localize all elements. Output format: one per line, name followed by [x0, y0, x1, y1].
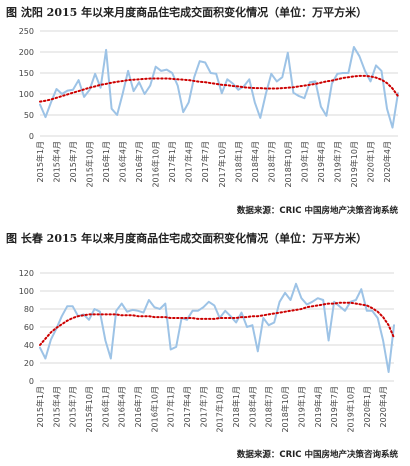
y-tick-label: 100 [19, 287, 34, 296]
x-tick-label: 2019年1月 [299, 141, 309, 182]
x-tick-label: 2017年10月 [215, 386, 225, 433]
x-tick-label: 2019年10月 [345, 386, 355, 433]
x-tick-label: 2018年1月 [231, 386, 241, 427]
x-tick-label: 2017年4月 [184, 141, 194, 182]
y-tick-label: 0 [29, 377, 34, 386]
x-tick-label: 2018年7月 [264, 386, 274, 427]
x-tick-label: 2016年7月 [133, 386, 143, 427]
x-tick-label: 2020年4月 [378, 386, 388, 427]
x-tick-label: 2016年1月 [101, 141, 111, 182]
x-tick-label: 2015年4月 [52, 141, 62, 182]
x-tick-label: 2018年7月 [266, 141, 276, 182]
y-tick-label: 200 [19, 48, 34, 57]
y-tick-label: 0 [29, 132, 34, 141]
x-tick-label: 2015年1月 [35, 386, 45, 427]
x-tick-label: 2019年10月 [349, 141, 359, 188]
x-tick-label: 2016年10月 [149, 386, 159, 433]
x-tick-label: 2017年7月 [200, 141, 210, 182]
y-tick-label: 60 [24, 323, 34, 332]
x-tick-label: 2016年1月 [100, 386, 110, 427]
x-tick-label: 2020年4月 [382, 141, 392, 182]
x-tick-label: 2016年4月 [118, 141, 128, 182]
x-tick-label: 2016年4月 [117, 386, 127, 427]
x-tick-label: 2019年4月 [313, 386, 323, 427]
x-tick-label: 2017年10月 [217, 141, 227, 188]
y-tick-label: 100 [19, 90, 34, 99]
chart-title: 图 沈阳 2015 年以来月度商品住宅成交面积变化情况（单位：万平方米） [6, 6, 368, 19]
x-tick-label: 2019年1月 [296, 386, 306, 427]
y-tick-label: 80 [24, 305, 34, 314]
x-tick-label: 2015年10月 [84, 386, 94, 433]
x-tick-label: 2020年1月 [362, 386, 372, 427]
changchun-plot: 0 20 40 60 80 100 120 2015年1月 2015年4月 2015年7月 2015… [19, 269, 395, 433]
y-tick-label: 250 [19, 27, 34, 36]
x-tick-label: 2017年7月 [198, 386, 208, 427]
x-tick-label: 2019年7月 [329, 386, 339, 427]
y-tick-label: 150 [19, 69, 34, 78]
x-tick-label: 2018年4月 [250, 141, 260, 182]
y-tick-label: 120 [19, 269, 34, 278]
series-line [39, 282, 395, 373]
chart-title: 图 长春 2015 年以来月度商品住宅成交面积变化情况（单位：万平方米） [6, 232, 368, 245]
x-tick-label: 2018年1月 [233, 141, 243, 182]
x-tick-label: 2015年7月 [68, 386, 78, 427]
x-tick-label: 2017年4月 [182, 386, 192, 427]
x-tick-label: 2015年10月 [85, 141, 95, 188]
x-tick-label: 2020年1月 [365, 141, 375, 182]
y-tick-label: 40 [24, 341, 34, 350]
shenyang-chart: 图 沈阳 2015 年以来月度商品住宅成交面积变化情况（单位：万平方米） 0 50… [0, 0, 410, 226]
x-tick-label: 2016年10月 [151, 141, 161, 188]
source-note: 数据来源：CRIC 中国房地产决策咨询系统 [236, 206, 398, 216]
trend-line [39, 301, 395, 346]
x-tick-label: 2015年7月 [68, 141, 78, 182]
x-tick-label: 2018年4月 [247, 386, 257, 427]
x-tick-label: 2019年7月 [332, 141, 342, 182]
x-tick-label: 2016年7月 [134, 141, 144, 182]
changchun-chart: 图 长春 2015 年以来月度商品住宅成交面积变化情况（单位：万平方米） 0 20… [0, 226, 410, 466]
source-note: 数据来源：CRIC 中国房地产决策咨询系统 [236, 450, 398, 460]
x-tick-label: 2017年1月 [166, 386, 176, 427]
x-tick-label: 2019年4月 [316, 141, 326, 182]
trend-line [39, 74, 399, 103]
x-tick-label: 2018年10月 [280, 386, 290, 433]
x-tick-label: 2015年1月 [35, 141, 45, 182]
x-tick-label: 2015年4月 [51, 386, 61, 427]
y-tick-label: 50 [24, 111, 34, 120]
x-tick-label: 2018年10月 [283, 141, 293, 188]
x-tick-label: 2017年1月 [167, 141, 177, 182]
y-tick-label: 20 [24, 359, 34, 368]
shenyang-plot: 0 50 100 150 200 250 2015年1月 2015年4月 2015年7月 2015… [19, 27, 399, 188]
